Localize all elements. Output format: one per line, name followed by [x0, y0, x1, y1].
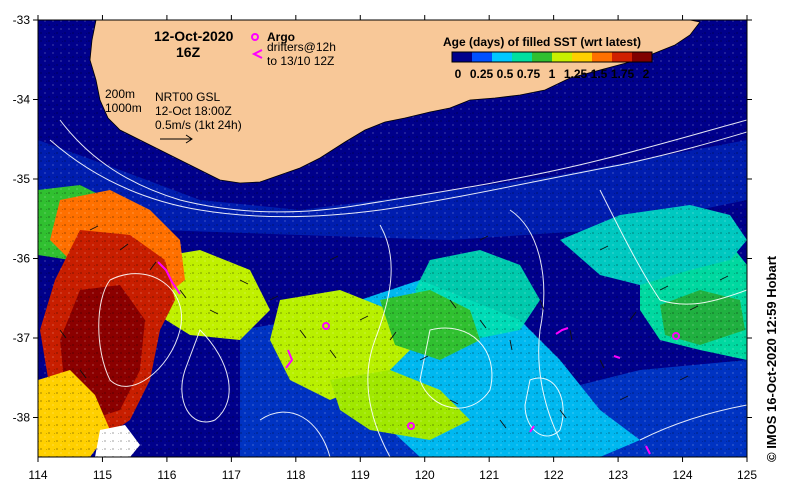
x-tick-label: 120	[415, 468, 435, 482]
credit-text: © IMOS 16-Oct-2020 12:59 Hobart	[764, 255, 779, 462]
drifter-track	[157, 261, 181, 295]
drifter-track	[285, 349, 294, 369]
colorbar	[451, 51, 653, 63]
x-tick-label: 121	[479, 468, 499, 482]
x-tick-label: 125	[737, 468, 757, 482]
x-tick-label: 123	[608, 468, 628, 482]
drifter-legend-icon	[251, 49, 263, 59]
x-tick-label: 116	[157, 468, 176, 482]
x-tick-label: 122	[544, 468, 564, 482]
gsl-scale-label: 0.5m/s (1kt 24h)	[155, 118, 242, 132]
scale-arrow-icon	[160, 134, 193, 144]
colorbar-swatch	[472, 52, 493, 62]
argo-markers	[322, 322, 680, 430]
colorbar-tick-label: 1.5	[591, 67, 608, 81]
colorbar-swatch	[492, 52, 513, 62]
argo-float-marker	[407, 422, 415, 430]
y-tick-label: -33	[13, 13, 31, 27]
drifter-track	[645, 445, 651, 455]
y-tick-label: -35	[13, 172, 31, 186]
y-tick-label: -37	[13, 331, 31, 345]
colorbar-tick-label: 1.75	[611, 67, 635, 81]
drifter-tracks	[157, 261, 651, 455]
x-tick-label: 118	[286, 468, 305, 482]
argo-float-marker	[672, 332, 680, 340]
argo-float-marker	[322, 322, 330, 330]
plot-frame	[37, 19, 748, 458]
drifter-track	[529, 425, 535, 433]
colorbar-swatch	[592, 52, 613, 62]
velocity-vectors	[59, 225, 729, 429]
colorbar-swatch	[612, 52, 633, 62]
colorbar-swatch	[632, 52, 653, 62]
contour-lines	[49, 119, 747, 457]
colorbar-swatch	[452, 52, 473, 62]
drifter-track	[555, 327, 569, 335]
x-tick-label: 124	[673, 468, 693, 482]
y-axis: -33 -34 -35 -36 -37 -38	[13, 13, 752, 425]
drifters-legend-date: to 13/10 12Z	[267, 54, 334, 68]
gsl-time-label: 12-Oct 18:00Z	[155, 104, 232, 118]
colorbar-frame	[451, 51, 653, 63]
argo-legend-icon	[251, 33, 259, 41]
colorbar-tick-label: 1	[549, 67, 556, 81]
colorbar-swatch	[552, 52, 573, 62]
colorbar-title: Age (days) of filled SST (wrt latest)	[443, 35, 641, 49]
x-tick-label: 119	[351, 468, 370, 482]
y-tick-label: -36	[13, 252, 31, 266]
x-tick-label: 115	[93, 468, 112, 482]
drifters-legend-label: drifters@12h	[267, 40, 336, 54]
colorbar-tick-label: 2	[643, 67, 650, 81]
x-axis: 114 115 116 117 118 119 120 121 122 123 124 125	[28, 15, 757, 482]
colorbar-ticks: 0 0.25 0.5 0.75 1 1.25 1.5 1.75 2	[455, 67, 650, 81]
map-hour-title: 16Z	[176, 44, 201, 60]
isobath-1000m-label: 1000m	[105, 101, 142, 115]
y-tick-label: -38	[13, 411, 31, 425]
map-date-title: 12-Oct-2020	[154, 28, 234, 44]
colorbar-tick-label: 0.5	[497, 67, 514, 81]
colorbar-swatch	[512, 52, 533, 62]
colorbar-tick-label: 0.75	[517, 67, 541, 81]
x-tick-label: 117	[222, 468, 241, 482]
colorbar-tick-label: 0	[455, 67, 462, 81]
colorbar-tick-label: 1.25	[564, 67, 588, 81]
argo-legend-label: Argo	[267, 30, 295, 44]
colorbar-swatch	[572, 52, 593, 62]
isobath-200m-label: 200m	[105, 87, 135, 101]
colorbar-swatch	[532, 52, 553, 62]
map-plot-area	[38, 20, 747, 457]
y-tick-label: -34	[13, 93, 31, 107]
drifter-track	[613, 355, 621, 359]
x-tick-label: 114	[28, 468, 47, 482]
colorbar-tick-label: 0.25	[470, 67, 494, 81]
gsl-product-label: NRT00 GSL	[155, 90, 220, 104]
